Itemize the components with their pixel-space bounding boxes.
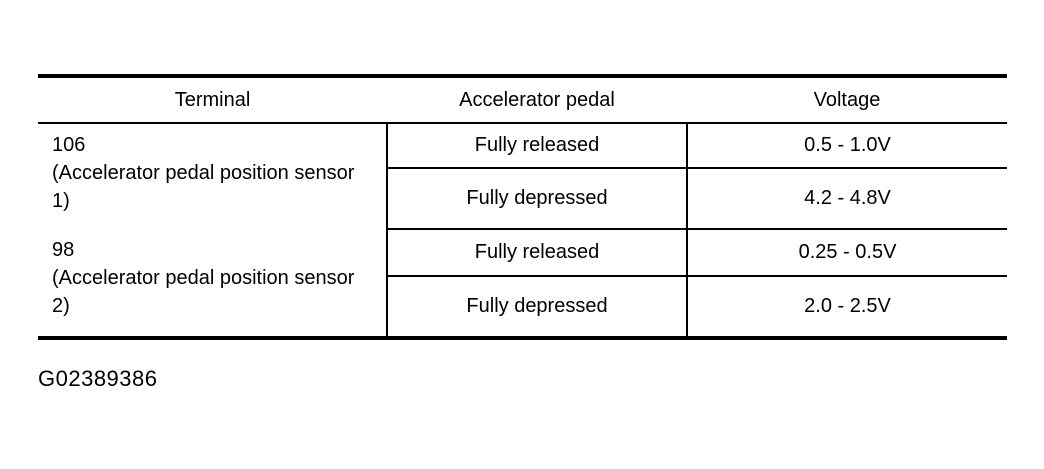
table-row: 98 (Accelerator pedal position sensor 2)… — [38, 229, 1007, 317]
table-row: 106 (Accelerator pedal position sensor 1… — [38, 123, 1007, 212]
terminal-number: 106 — [52, 134, 86, 156]
figure-id-label: G02389386 — [38, 366, 158, 391]
pedal-sensor-spec-table: Terminal Accelerator pedal Voltage 106 (… — [38, 74, 1007, 340]
voltage-value-cell: 2.0 - 2.5V — [686, 276, 1007, 338]
terminal-cell-sensor1: 106 (Accelerator pedal position sensor 1… — [38, 123, 387, 229]
voltage-value-cell: 0.25 - 0.5V — [686, 229, 1007, 277]
terminal-number: 98 — [52, 239, 75, 261]
voltage-value-cell: 4.2 - 4.8V — [686, 168, 1007, 230]
terminal-cell-sensor2: 98 (Accelerator pedal position sensor 2) — [38, 229, 387, 338]
table-row: Fully depressed 2.0 - 2.5V — [38, 276, 1007, 338]
terminal-desc: (Accelerator pedal position sensor 1) — [52, 162, 355, 212]
pedal-state-cell: Fully depressed — [386, 168, 687, 230]
pedal-state-cell: Fully released — [386, 123, 687, 169]
header-row: Terminal Accelerator pedal Voltage — [38, 76, 1007, 124]
header-accelerator-pedal: Accelerator pedal — [387, 76, 687, 124]
voltage-value-cell: 0.5 - 1.0V — [686, 123, 1007, 169]
pedal-state-cell: Fully depressed — [386, 276, 687, 338]
terminal-desc: (Accelerator pedal position sensor 2) — [52, 267, 355, 317]
pedal-state-cell: Fully released — [386, 229, 687, 277]
table-row: Fully depressed 4.2 - 4.8V — [38, 168, 1007, 230]
header-voltage: Voltage — [687, 76, 1007, 124]
spec-table-container: Terminal Accelerator pedal Voltage 106 (… — [38, 74, 1007, 340]
header-terminal: Terminal — [38, 76, 387, 124]
